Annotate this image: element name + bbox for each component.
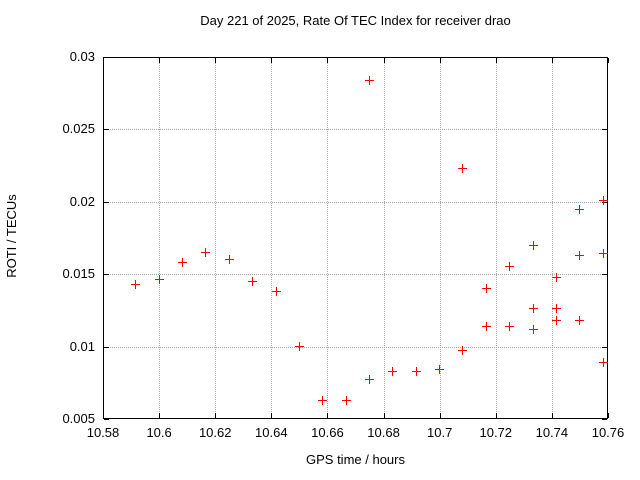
gridline-vertical xyxy=(215,58,217,418)
gridline-horizontal xyxy=(104,129,607,131)
data-point-marker xyxy=(341,395,351,405)
x-tick-bottom xyxy=(103,413,104,418)
data-point-marker xyxy=(271,287,281,297)
y-tick-label: 0.015 xyxy=(62,266,95,282)
data-point-marker xyxy=(598,195,608,205)
x-tick-top xyxy=(384,58,385,63)
gridline-vertical xyxy=(271,58,273,418)
data-point-marker xyxy=(224,255,234,265)
data-point-marker xyxy=(365,75,375,85)
y-tick-left xyxy=(104,129,109,130)
y-tick-left xyxy=(104,57,109,58)
x-tick-bottom xyxy=(552,413,553,418)
x-tick-label: 10.74 xyxy=(535,425,569,440)
gridline-horizontal xyxy=(104,201,607,203)
x-tick-label: 10.6 xyxy=(146,425,172,440)
x-tick-bottom xyxy=(384,413,385,418)
y-tick-left xyxy=(104,202,109,203)
x-tick-label: 10.62 xyxy=(198,425,232,440)
data-point-marker xyxy=(248,276,258,286)
plot-area xyxy=(103,57,608,419)
y-tick-left xyxy=(104,274,109,275)
x-tick-bottom xyxy=(496,413,497,418)
data-point-marker xyxy=(552,316,562,326)
y-tick-right xyxy=(602,274,607,275)
y-tick-label: 0.02 xyxy=(69,193,95,209)
data-point-marker xyxy=(528,324,538,334)
data-point-marker xyxy=(201,247,211,257)
chart-title: Day 221 of 2025, Rate Of TEC Index for r… xyxy=(200,13,511,28)
x-tick-bottom xyxy=(608,413,609,418)
gridline-vertical xyxy=(495,58,497,418)
gridline-horizontal xyxy=(104,274,607,276)
x-tick-bottom xyxy=(271,413,272,418)
gridline-vertical xyxy=(159,58,161,418)
x-tick-label: 10.68 xyxy=(367,425,400,440)
x-tick-bottom xyxy=(215,413,216,418)
data-point-marker xyxy=(154,275,164,285)
x-axis-label: GPS time / hours xyxy=(306,452,405,467)
x-tick-label: 10.72 xyxy=(479,425,513,440)
gridline-vertical xyxy=(551,58,553,418)
y-tick-left xyxy=(104,419,109,420)
data-point-marker xyxy=(528,240,538,250)
x-tick-label: 10.64 xyxy=(255,425,288,440)
x-tick-top xyxy=(496,58,497,63)
data-point-marker xyxy=(552,304,562,314)
x-tick-label: 10.66 xyxy=(311,425,344,440)
x-tick-bottom xyxy=(327,413,328,418)
x-tick-label: 10.58 xyxy=(86,425,120,440)
x-tick-bottom xyxy=(440,413,441,418)
data-point-marker xyxy=(505,262,515,272)
y-tick-label: 0.025 xyxy=(62,121,95,137)
y-tick-right xyxy=(602,419,607,420)
data-point-marker xyxy=(598,358,608,368)
data-point-marker xyxy=(552,272,562,282)
y-tick-left xyxy=(104,347,109,348)
gridline-vertical xyxy=(439,58,441,418)
data-point-marker xyxy=(177,258,187,268)
gridline-vertical xyxy=(383,58,385,418)
y-tick-label: 0.01 xyxy=(69,338,95,354)
x-tick-top xyxy=(215,58,216,63)
y-tick-label: 0.03 xyxy=(69,49,95,64)
x-tick-top xyxy=(552,58,553,63)
x-tick-top xyxy=(103,58,104,63)
data-point-marker xyxy=(482,321,492,331)
data-point-marker xyxy=(482,284,492,294)
y-tick-right xyxy=(602,347,607,348)
data-point-marker xyxy=(598,249,608,259)
data-point-marker xyxy=(388,366,398,376)
data-point-marker xyxy=(411,366,421,376)
data-point-marker xyxy=(575,204,585,214)
data-point-marker xyxy=(131,279,141,289)
data-point-marker xyxy=(575,250,585,260)
x-tick-top xyxy=(271,58,272,63)
data-point-marker xyxy=(458,163,468,173)
data-point-marker xyxy=(294,342,304,352)
y-tick-right xyxy=(602,129,607,130)
gridline-horizontal xyxy=(104,346,607,348)
x-tick-top xyxy=(159,58,160,63)
x-tick-label: 10.7 xyxy=(427,425,453,440)
data-point-marker xyxy=(435,365,445,375)
gridline-vertical xyxy=(327,58,329,418)
data-point-marker xyxy=(318,395,328,405)
x-tick-label: 10.76 xyxy=(591,425,625,440)
data-point-marker xyxy=(365,375,375,385)
data-point-marker xyxy=(458,346,468,356)
data-point-marker xyxy=(505,321,515,331)
data-point-marker xyxy=(528,304,538,314)
x-tick-top xyxy=(327,58,328,63)
y-tick-label: 0.005 xyxy=(62,411,95,426)
x-tick-top xyxy=(440,58,441,63)
data-point-marker xyxy=(575,316,585,326)
x-tick-top xyxy=(608,58,609,63)
x-tick-bottom xyxy=(159,413,160,418)
y-tick-right xyxy=(602,57,607,58)
